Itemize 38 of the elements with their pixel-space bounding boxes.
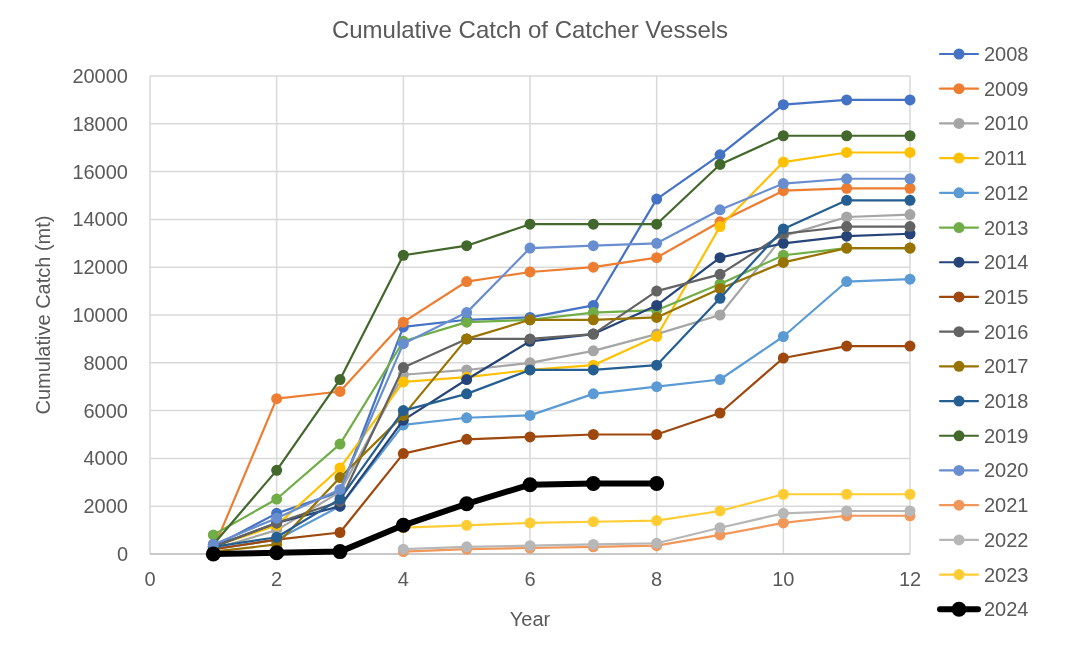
y-tick-label: 12000	[72, 256, 128, 279]
x-tick-label: 4	[397, 568, 409, 590]
legend-label: 2021	[984, 494, 1029, 517]
y-tick-label: 10000	[72, 304, 128, 326]
legend-label: 2020	[984, 459, 1029, 482]
y-tick-label: 0	[116, 543, 128, 565]
y-axis-title: Cumulative Catch (mt)	[32, 215, 54, 415]
legend-label: 2008	[984, 43, 1029, 65]
legend-label: 2015	[984, 285, 1029, 308]
legend-label: 2014	[984, 251, 1029, 274]
y-tick-label: 4000	[83, 447, 128, 470]
legend-label: 2012	[984, 181, 1029, 204]
x-tick-label: 10	[772, 568, 795, 590]
y-tick-label: 20000	[72, 65, 128, 87]
y-tick-label: 16000	[72, 160, 128, 183]
legend-label: 2024	[984, 598, 1029, 621]
x-tick-label: 2	[271, 568, 283, 590]
y-tick-label: 6000	[83, 399, 128, 422]
legend-label: 2019	[984, 424, 1029, 447]
y-tick-label: 18000	[72, 112, 128, 135]
legend-label: 2009	[984, 77, 1029, 100]
y-tick-label: 14000	[72, 208, 128, 231]
legend-label: 2010	[984, 112, 1029, 135]
legend-label: 2016	[984, 320, 1029, 343]
x-tick-label: 0	[144, 568, 156, 590]
chart-title: Cumulative Catch of Catcher Vessels	[331, 16, 729, 43]
x-tick-label: 8	[651, 568, 663, 590]
legend-label: 2018	[984, 390, 1029, 413]
legend-label: 2022	[984, 528, 1029, 551]
y-tick-label: 8000	[83, 351, 128, 374]
y-tick-label: 2000	[83, 495, 128, 518]
x-tick-label: 6	[524, 568, 536, 590]
legend-label: 2023	[984, 563, 1029, 586]
legend-label: 2011	[984, 147, 1028, 170]
legend-label: 2017	[984, 355, 1029, 378]
x-tick-label: 12	[898, 568, 922, 590]
x-axis-title: Year	[509, 608, 551, 630]
legend-label: 2013	[984, 216, 1029, 239]
